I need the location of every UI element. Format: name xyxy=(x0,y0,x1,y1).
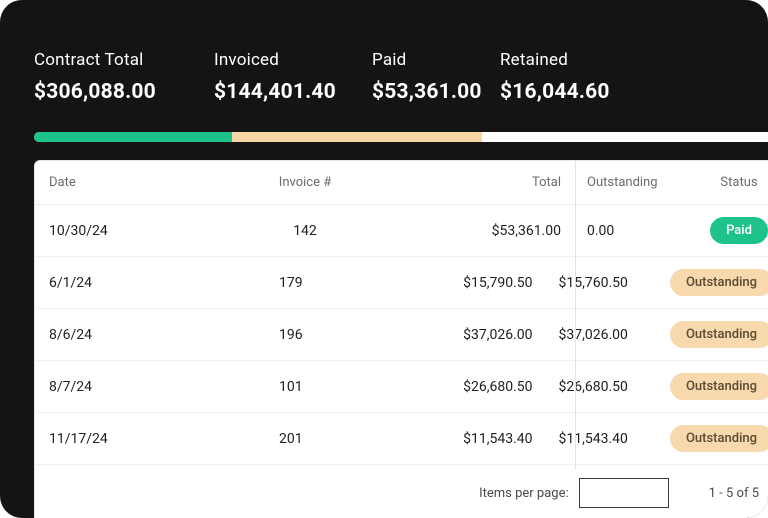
table-row[interactable]: 8/6/24196$37,026.00$37,026.00Outstanding xyxy=(35,309,768,361)
progress-segment xyxy=(34,132,232,142)
cell-date: 10/30/24 xyxy=(35,223,235,239)
status-badge: Outstanding xyxy=(670,373,768,400)
col-header-invoice[interactable]: Invoice # xyxy=(235,175,375,190)
cell-total: $37,026.00 xyxy=(357,327,547,343)
app-frame: Contract Total $306,088.00Invoiced $144,40… xyxy=(0,0,768,518)
col-header-status[interactable]: Status xyxy=(705,175,768,190)
status-badge: Outstanding xyxy=(670,269,768,296)
summary-metric: Paid $53,361.00 xyxy=(372,50,500,104)
cell-status: Outstanding xyxy=(670,373,768,400)
table-row[interactable]: 10/30/24142$53,361.000.00 Paid xyxy=(35,205,768,257)
metric-label: Invoiced xyxy=(214,50,372,70)
table-row[interactable]: 6/1/24179$15,790.50$15,760.50Outstanding xyxy=(35,257,768,309)
cell-date: 11/17/24 xyxy=(35,431,225,447)
cell-status: Paid xyxy=(705,217,768,244)
metric-label: Retained xyxy=(500,50,640,70)
cell-total: $15,790.50 xyxy=(357,275,547,291)
column-divider xyxy=(575,161,576,469)
col-header-total[interactable]: Total xyxy=(375,175,575,190)
col-header-outstanding[interactable]: Outstanding xyxy=(575,175,705,190)
cell-status: Outstanding xyxy=(670,321,768,348)
status-badge: Outstanding xyxy=(670,425,768,452)
items-per-page-label: Items per page: xyxy=(479,486,569,501)
cell-status: Outstanding xyxy=(670,425,768,452)
table-row[interactable]: 11/17/24201$11,543.40$11,543.40Outstandi… xyxy=(35,413,768,465)
cell-total: $53,361.00 xyxy=(375,223,575,239)
cell-date: 8/6/24 xyxy=(35,327,225,343)
status-badge: Paid xyxy=(710,217,768,244)
cell-outstanding: $26,680.50 xyxy=(547,379,670,395)
cell-outstanding: 0.00 xyxy=(575,223,705,239)
metric-value: $306,088.00 xyxy=(34,80,214,104)
metric-value: $144,401.40 xyxy=(214,80,372,104)
items-per-page-input[interactable] xyxy=(579,478,669,508)
status-badge: Outstanding xyxy=(670,321,768,348)
cell-status: Outstanding xyxy=(670,269,768,296)
cell-date: 8/7/24 xyxy=(35,379,225,395)
metric-label: Contract Total xyxy=(34,50,214,70)
table-header: Date Invoice # Total Outstanding Status xyxy=(35,161,768,205)
table-body: 10/30/24142$53,361.000.00Paid6/1/24179$1… xyxy=(35,205,768,465)
progress-bar xyxy=(34,132,768,142)
invoice-table-panel: Date Invoice # Total Outstanding Status … xyxy=(34,160,768,518)
table-row[interactable]: 8/7/24101$26,680.50$26,680.50Outstanding xyxy=(35,361,768,413)
metric-label: Paid xyxy=(372,50,500,70)
cell-invoice: 101 xyxy=(225,379,357,395)
table-pager: Items per page: 1 - 5 of 5 xyxy=(35,473,768,513)
summary-metric: Invoiced $144,401.40 xyxy=(214,50,372,104)
cell-outstanding: $11,543.40 xyxy=(547,431,670,447)
cell-invoice: 196 xyxy=(225,327,357,343)
summary-metric: Retained $16,044.60 xyxy=(500,50,640,104)
page-range-text: 1 - 5 of 5 xyxy=(709,486,759,501)
summary-metrics: Contract Total $306,088.00Invoiced $144,40… xyxy=(0,0,768,104)
metric-value: $53,361.00 xyxy=(372,80,500,104)
col-header-date[interactable]: Date xyxy=(35,175,235,190)
cell-outstanding: $15,760.50 xyxy=(547,275,670,291)
metric-value: $16,044.60 xyxy=(500,80,640,104)
cell-date: 6/1/24 xyxy=(35,275,225,291)
cell-invoice: 201 xyxy=(225,431,357,447)
summary-metric: Contract Total $306,088.00 xyxy=(34,50,214,104)
cell-total: $26,680.50 xyxy=(357,379,547,395)
cell-total: $11,543.40 xyxy=(357,431,547,447)
cell-invoice: 179 xyxy=(225,275,357,291)
cell-outstanding: $37,026.00 xyxy=(547,327,670,343)
cell-invoice: 142 xyxy=(235,223,375,239)
progress-segment xyxy=(232,132,483,142)
